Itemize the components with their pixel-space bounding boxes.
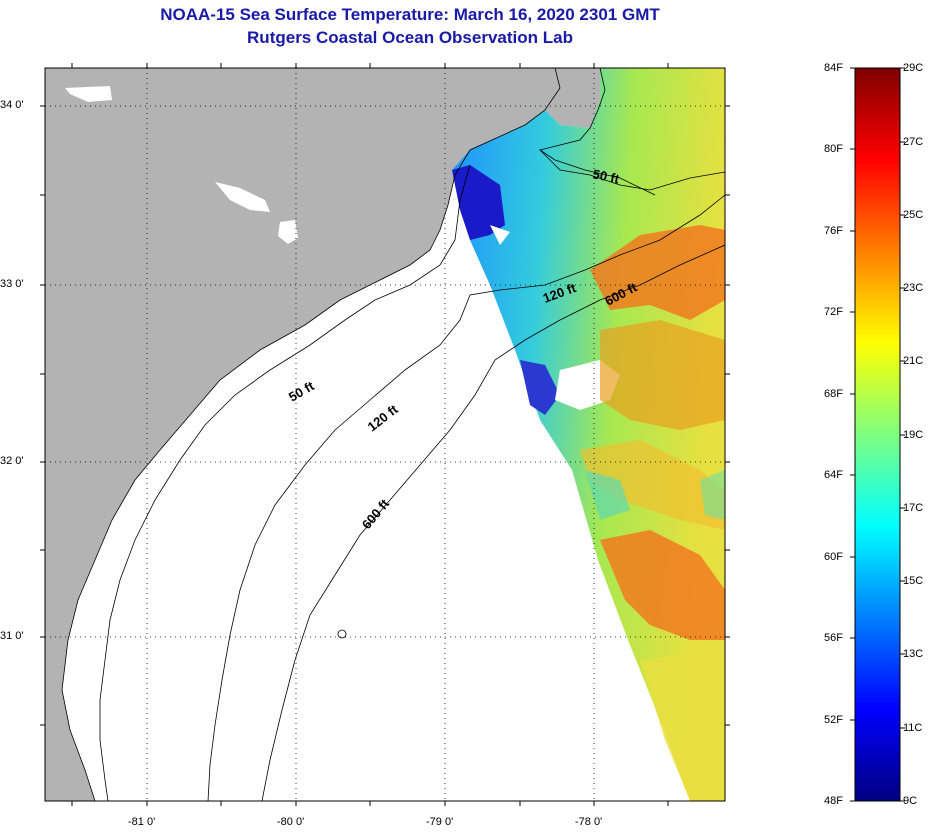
map-frame (44, 67, 726, 802)
lat-label-33: 33 0' (0, 278, 24, 290)
lake (215, 182, 270, 212)
sst-no-data (490, 225, 510, 245)
colorbar-c-label: 15C (903, 575, 924, 587)
colorbar-c-label: 25C (903, 209, 924, 221)
map-subtitle: Rutgers Coastal Ocean Observation Lab (247, 28, 573, 47)
contour-50ft (99, 164, 471, 801)
colorbar-c-label: 9C (903, 795, 918, 807)
sst-warm-band (640, 650, 725, 801)
lat-label-31: 31 0' (0, 630, 24, 642)
contour-600ft (261, 244, 725, 801)
contour-120ft (207, 194, 725, 801)
sst-cool-streak (585, 470, 630, 520)
colorbar-f-label: 52F (824, 714, 843, 726)
colorbar-c-label: 19C (903, 429, 924, 441)
map-title: NOAA-15 Sea Surface Temperature: March 1… (160, 5, 660, 24)
sst-warm-band (600, 320, 725, 430)
colorbar-c-label: 13C (903, 648, 924, 660)
lon-ticks (71, 63, 669, 806)
lon-label-78: -78 0' (575, 816, 603, 828)
coastline-ne (539, 68, 656, 196)
colorbar-f-label: 84F (824, 62, 843, 74)
colorbar-c-label: 29C (903, 62, 924, 74)
colorbar-f-label: 80F (824, 143, 843, 155)
contour-label-50ft-ne: 50 ft (591, 166, 621, 186)
lat-label-34: 34 0' (0, 99, 24, 111)
colorbar-f-label: 48F (824, 795, 843, 807)
lon-label-80: -80 0' (277, 816, 305, 828)
colorbar-c-label: 17C (903, 502, 924, 514)
lake (65, 86, 112, 102)
land-ne (545, 68, 605, 128)
colorbar-f-label: 64F (824, 469, 843, 481)
contour-50ft-ne (539, 149, 725, 191)
colorbar-f-label: 72F (824, 306, 843, 318)
colorbar (854, 67, 901, 802)
sst-warm-band (600, 530, 725, 640)
lat-ticks (40, 105, 730, 726)
land-mass (45, 68, 560, 801)
sst-warm-band (580, 440, 725, 530)
coastline (61, 68, 561, 801)
colorbar-c-label: 11C (903, 722, 923, 734)
colorbar-f-label: 60F (824, 551, 843, 563)
colorbar-f-label: 76F (824, 225, 843, 237)
sst-cold-patch (452, 165, 505, 240)
sst-cold-patch (520, 360, 560, 415)
colorbar-c-label: 27C (903, 136, 924, 148)
lake (278, 220, 298, 244)
colorbar-c-label: 21C (903, 355, 924, 367)
colorbar-c-label: 23C (903, 282, 924, 294)
colorbar-f-label: 68F (824, 388, 843, 400)
sst-warm-band (590, 225, 725, 320)
colorbar-f-label: 56F (824, 632, 843, 644)
lon-label-79: -79 0' (426, 816, 454, 828)
colorbar-ticks (850, 67, 905, 802)
seamount-contour (337, 629, 347, 639)
lon-label-81: -81 0' (128, 816, 156, 828)
graticule (45, 68, 725, 801)
sst-cool-streak (700, 470, 725, 520)
lat-label-32: 32 0' (0, 455, 24, 467)
